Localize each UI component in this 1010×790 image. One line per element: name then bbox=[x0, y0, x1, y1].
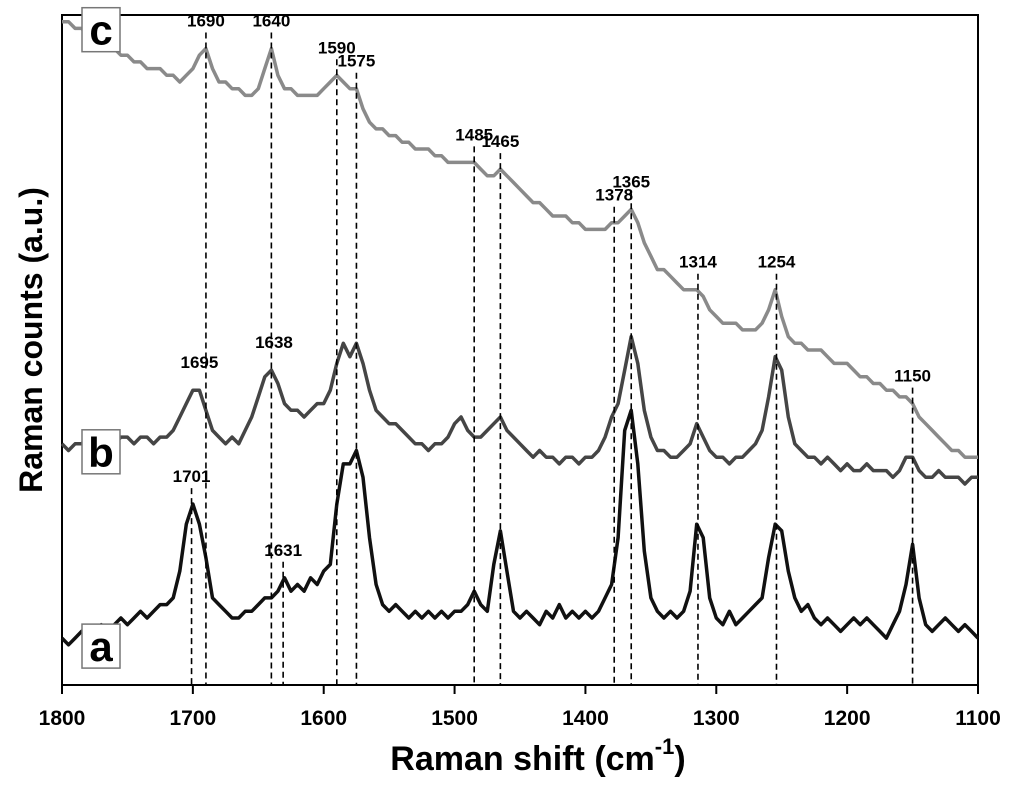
peak-label: 1314 bbox=[679, 253, 717, 272]
x-label-tail: ) bbox=[674, 740, 685, 778]
peak-label: 1465 bbox=[481, 132, 519, 151]
peak-label: 1631 bbox=[264, 541, 302, 560]
x-tick-label: 1200 bbox=[824, 707, 871, 730]
y-axis-label: Raman counts (a.u.) bbox=[13, 187, 49, 493]
peak-label: 1640 bbox=[252, 12, 290, 31]
peak-label: 1638 bbox=[255, 333, 293, 352]
x-tick-label: 1300 bbox=[693, 707, 740, 730]
peak-label: 1575 bbox=[338, 52, 376, 71]
x-tick-label: 1500 bbox=[431, 707, 478, 730]
series-tag-box bbox=[81, 429, 121, 475]
x-label-sup: -1 bbox=[655, 734, 675, 759]
series-line bbox=[62, 19, 978, 459]
peak-label: 1485 bbox=[455, 125, 493, 144]
x-tick-label: 1100 bbox=[955, 707, 1001, 730]
x-tick-label: 1800 bbox=[39, 707, 86, 730]
series-tag-box bbox=[81, 623, 121, 669]
x-axis-label: Raman shift (cm-1) bbox=[390, 734, 685, 778]
peak-label: 1365 bbox=[612, 172, 650, 191]
peak-label: 1590 bbox=[318, 38, 356, 57]
peak-label: 1150 bbox=[894, 367, 931, 386]
series-tag: c bbox=[89, 7, 112, 54]
plot-frame bbox=[61, 14, 979, 686]
peak-label: 1695 bbox=[180, 353, 218, 372]
x-tick-label: 1700 bbox=[169, 707, 216, 730]
x-tick-label: 1400 bbox=[562, 707, 609, 730]
series-line bbox=[60, 334, 978, 486]
series-tag: b bbox=[88, 429, 114, 476]
x-tick-label: 1600 bbox=[300, 707, 347, 730]
peak-label: 1254 bbox=[758, 253, 796, 272]
peak-label: 1378 bbox=[595, 186, 633, 205]
x-label-text: Raman shift (cm bbox=[390, 740, 655, 778]
peak-label: 1690 bbox=[187, 12, 225, 31]
series-tag-box bbox=[81, 6, 121, 53]
series-tag: a bbox=[89, 623, 113, 670]
series-line bbox=[60, 408, 980, 647]
peak-label: 1701 bbox=[173, 467, 211, 486]
